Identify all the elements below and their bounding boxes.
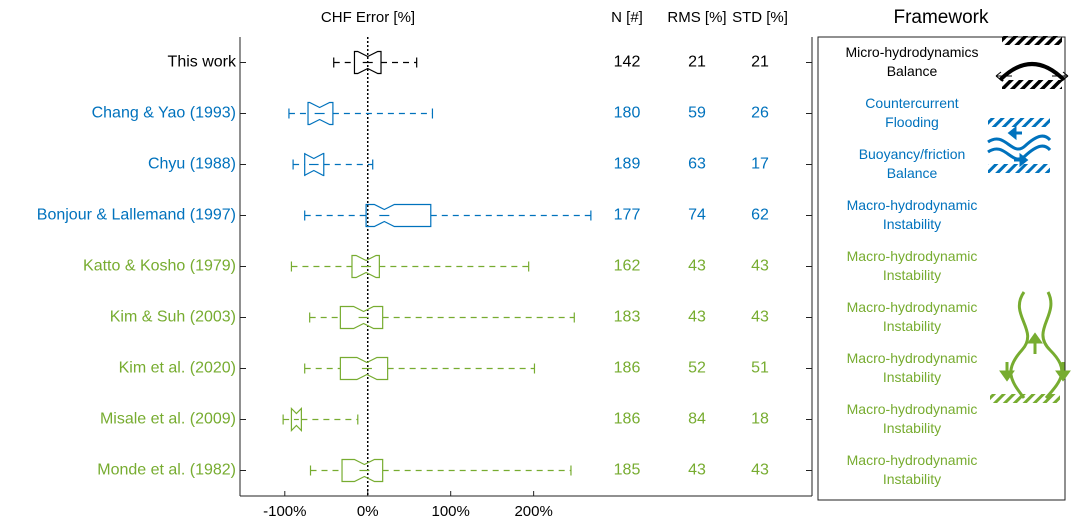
table-cell: 183	[614, 309, 641, 326]
framework-text: Flooding	[885, 114, 939, 130]
framework-text: Macro-hydrodynamic	[847, 197, 978, 213]
table-cell: 43	[688, 462, 706, 479]
x-tick-label: -100%	[263, 503, 306, 520]
box	[307, 101, 334, 126]
table-cell: 185	[614, 462, 641, 479]
table-header: RMS [%]	[667, 9, 726, 26]
framework-text: Micro-hydrodynamics	[845, 44, 978, 60]
box	[339, 356, 389, 381]
framework-text: Macro-hydrodynamic	[847, 299, 978, 315]
framework-box	[817, 36, 1066, 501]
icon-flooding	[987, 118, 1052, 173]
category-label: Chang & Yao (1993)	[92, 105, 236, 122]
framework-text: Instability	[883, 216, 941, 232]
icon-micro	[995, 36, 1069, 89]
category-label: Chyu (1988)	[148, 156, 236, 173]
framework-text: Instability	[883, 420, 941, 436]
table-cell: 62	[751, 207, 769, 224]
table-cell: 43	[688, 258, 706, 275]
category-label: Kim & Suh (2003)	[110, 309, 236, 326]
category-label: Misale et al. (2009)	[100, 411, 236, 428]
table-cell: 177	[614, 207, 641, 224]
framework-text: Countercurrent	[865, 95, 958, 111]
icon-instability	[990, 291, 1071, 403]
table-cell: 43	[688, 309, 706, 326]
table-cell: 189	[614, 156, 641, 173]
x-tick-label: 100%	[432, 503, 470, 520]
category-label: Monde et al. (1982)	[97, 462, 236, 479]
table-header: STD [%]	[732, 9, 788, 26]
x-tick-label: 200%	[514, 503, 552, 520]
category-label: This work	[168, 54, 237, 71]
table-cell: 74	[688, 207, 706, 224]
framework-title: Framework	[893, 7, 989, 28]
table-cell: 84	[688, 411, 706, 428]
box	[304, 152, 325, 177]
table-cell: 52	[688, 360, 706, 377]
box	[290, 407, 302, 432]
table-cell: 63	[688, 156, 706, 173]
table-cell: 59	[688, 105, 706, 122]
table-cell: 180	[614, 105, 641, 122]
table-cell: 43	[751, 258, 769, 275]
framework-text: Buoyancy/friction	[859, 146, 966, 162]
box	[365, 203, 432, 228]
framework-text: Macro-hydrodynamic	[847, 401, 978, 417]
axis-title: CHF Error [%]	[321, 9, 415, 26]
framework-text: Balance	[887, 63, 938, 79]
framework-text: Macro-hydrodynamic	[847, 452, 978, 468]
category-label: Kim et al. (2020)	[119, 360, 236, 377]
framework-text: Macro-hydrodynamic	[847, 248, 978, 264]
box	[353, 50, 382, 75]
table-cell: 142	[614, 54, 641, 71]
table-cell: 43	[751, 462, 769, 479]
table-cell: 21	[688, 54, 706, 71]
table-cell: 18	[751, 411, 769, 428]
box	[339, 305, 384, 330]
category-label: Bonjour & Lallemand (1997)	[37, 207, 236, 224]
table-cell: 186	[614, 411, 641, 428]
table-cell: 26	[751, 105, 769, 122]
framework-text: Macro-hydrodynamic	[847, 350, 978, 366]
table-cell: 21	[751, 54, 769, 71]
box	[351, 254, 380, 279]
table-cell: 162	[614, 258, 641, 275]
table-cell: 186	[614, 360, 641, 377]
category-label: Katto & Kosho (1979)	[83, 258, 236, 275]
framework-text: Balance	[887, 165, 938, 181]
box	[341, 458, 384, 483]
table-cell: 17	[751, 156, 769, 173]
framework-text: Instability	[883, 471, 941, 487]
framework-text: Instability	[883, 369, 941, 385]
table-cell: 43	[751, 309, 769, 326]
framework-text: Instability	[883, 318, 941, 334]
x-tick-label: 0%	[357, 503, 379, 520]
framework-text: Instability	[883, 267, 941, 283]
table-header: N [#]	[611, 9, 643, 26]
table-cell: 51	[751, 360, 769, 377]
